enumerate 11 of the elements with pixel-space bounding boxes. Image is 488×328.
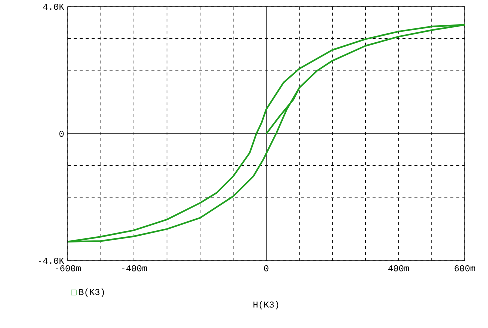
x-tick-label: -400m — [122, 266, 148, 272]
y-tick-label: -4.0K — [39, 258, 64, 264]
x-tick-label: 600m — [454, 266, 476, 272]
y-tick-label: 0 — [60, 130, 64, 138]
x-tick-label: 0 — [264, 266, 269, 272]
y-tick-label: 4.0K — [43, 4, 64, 10]
x-tick-label: -600m — [56, 266, 81, 272]
x-axis-title: H(K3) — [254, 301, 278, 310]
legend-label: B(K3) — [79, 288, 104, 298]
line-series — [68, 24, 466, 243]
x-tick-label: 400m — [388, 266, 410, 272]
